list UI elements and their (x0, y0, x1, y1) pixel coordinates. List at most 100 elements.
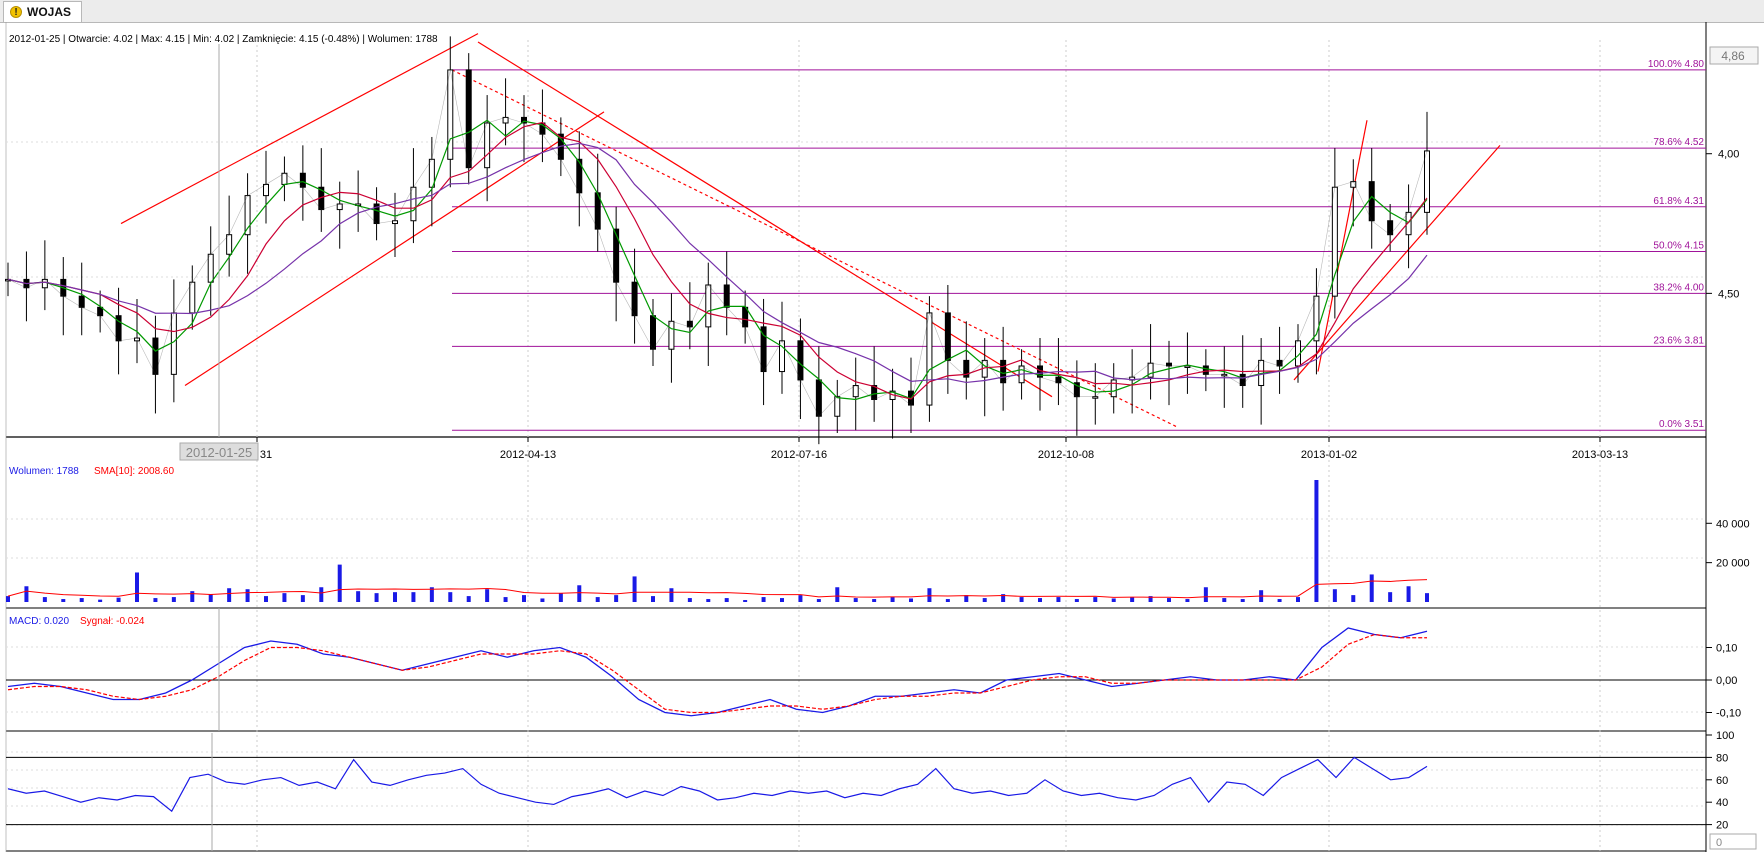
fib-label-3: 50.0% 4.15 (1653, 240, 1704, 251)
volume-bar (1130, 597, 1135, 602)
volume-bar (319, 587, 324, 602)
candle-body (115, 315, 122, 342)
volume-bar (835, 587, 840, 602)
volume-bar (448, 592, 453, 602)
candle-body (152, 337, 159, 375)
fib-label-2: 61.8% 4.31 (1653, 196, 1704, 207)
candle-body (852, 385, 859, 398)
volume-bar (1203, 587, 1208, 602)
volume-bar (1296, 597, 1300, 602)
candle-body (336, 203, 343, 211)
candle-body (1405, 211, 1412, 236)
volume-bar (945, 599, 950, 602)
volume-bar (724, 598, 729, 602)
candle-body (78, 295, 85, 308)
volume-bar (6, 596, 10, 602)
volume-bar (798, 595, 803, 602)
x-tick-label: 2013-03-13 (1572, 449, 1628, 461)
macd-legend: MACD: 0.020 (9, 616, 69, 627)
rsi-line (7, 756, 1428, 813)
volume-bar (393, 592, 397, 602)
macd-y-tick: 0,00 (1716, 675, 1737, 687)
candle-body (410, 186, 417, 222)
candle-body (1110, 379, 1117, 398)
volume-bar (909, 598, 913, 602)
candle-body (668, 320, 675, 350)
candle-body (576, 158, 583, 194)
candle-body (189, 281, 196, 314)
tab-wojas[interactable]: ! WOJAS (3, 1, 83, 22)
fib-label-1: 78.6% 4.52 (1653, 137, 1704, 148)
rsi-cursor-box (1709, 833, 1757, 850)
candle-body (97, 306, 104, 317)
trend-line-3 (451, 69, 1179, 428)
volume-bar (282, 593, 287, 602)
volume-bar (374, 593, 379, 602)
volume-bar (1056, 597, 1061, 602)
volume-bar (982, 598, 987, 602)
tab-label: WOJAS (27, 5, 72, 19)
candle-body (1055, 376, 1062, 384)
price-info: 2012-01-25 | Otwarcie: 4.02 | Max: 4.15 … (9, 34, 438, 45)
candle-body (1387, 220, 1394, 236)
candle-body (760, 326, 767, 373)
candle-body (134, 337, 140, 342)
candle-body (1239, 373, 1246, 387)
rsi-y-tick: 80 (1716, 752, 1728, 764)
tab-bar: ! WOJAS (0, 0, 1764, 23)
candle-body (1184, 365, 1191, 368)
volume-bar (853, 598, 858, 602)
volume-bar (872, 599, 877, 602)
rsi-y-tick: 40 (1716, 797, 1728, 809)
volume-bar (503, 597, 508, 602)
volume-bar (1351, 595, 1356, 602)
volume-bar (1001, 594, 1006, 602)
trend-line-5 (1293, 144, 1501, 381)
macd-lines (7, 627, 1428, 717)
candle-body (1368, 181, 1375, 222)
volume-bar (1019, 597, 1024, 602)
candle-body (521, 116, 527, 124)
volume-bar (780, 598, 784, 602)
volume-bar (669, 588, 674, 602)
candle-body (686, 320, 693, 328)
candle-body (1276, 359, 1283, 367)
volume-bar (558, 593, 563, 602)
volume-bar (1093, 597, 1098, 602)
volume-bar (135, 572, 139, 602)
volume-bar (208, 594, 213, 602)
volume-bar (1148, 596, 1153, 602)
volume-bar (42, 597, 47, 602)
volume-bar (1167, 598, 1171, 602)
volume-bar (964, 595, 969, 602)
x-tick-label: 2012-10-08 (1038, 449, 1094, 461)
volume-bar (1240, 599, 1245, 602)
candle-body (263, 183, 269, 197)
candle-body (926, 312, 933, 406)
volume-bar (1038, 598, 1042, 602)
volume-bar (1425, 593, 1429, 602)
trend-line-2 (477, 41, 1053, 398)
candle-body (797, 340, 804, 381)
moving-averages (7, 119, 1428, 401)
candle-body (834, 396, 841, 417)
volume-bar (1388, 592, 1393, 602)
volume-legend: Wolumen: 1788 (9, 466, 79, 477)
axis-labels: 31 2012-04-13 2012-07-16 2012-10-08 2013-01-… (256, 149, 1750, 832)
macd-y-tick: 0,10 (1716, 643, 1737, 655)
volume-bar (651, 596, 655, 602)
volume-bar (687, 598, 692, 602)
volume-bar (743, 600, 748, 602)
fib-label-0: 100.0% 4.80 (1648, 59, 1705, 70)
candle-body (613, 228, 620, 283)
grid-lines (6, 40, 1706, 851)
candle-body (1221, 373, 1228, 377)
volume-bar (337, 564, 342, 602)
panel-frames (5, 22, 1707, 852)
volume-bar (153, 598, 158, 602)
last-price-box (1709, 46, 1759, 65)
candle-body (1313, 295, 1320, 342)
rsi-cursor-label: 0 (1716, 837, 1722, 849)
